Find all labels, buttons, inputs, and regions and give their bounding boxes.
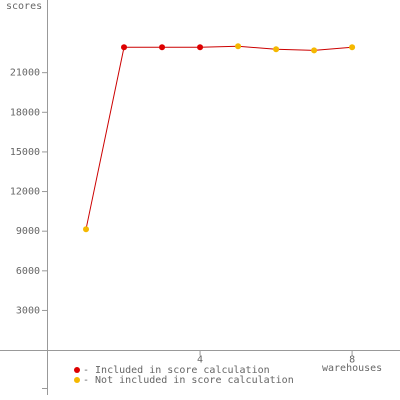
score-point	[197, 44, 204, 51]
y-tick-label: 21000	[10, 68, 40, 79]
legend-marker	[74, 367, 80, 373]
score-line	[85, 45, 353, 230]
y-tick-label: 18000	[10, 107, 40, 118]
x-axis-label: warehouses	[322, 363, 382, 374]
y-tick-label: 6000	[16, 266, 40, 277]
x-tick-label: 4	[197, 355, 203, 366]
legend-label: - Not included in score calculation	[83, 375, 294, 386]
x-tick-label: 8	[349, 355, 355, 366]
score-point	[349, 44, 356, 51]
legend-marker	[74, 377, 80, 383]
score-point	[159, 44, 166, 51]
legend-label: - Included in score calculation	[83, 365, 270, 376]
y-tick-label: 15000	[10, 147, 40, 158]
score-point	[121, 44, 128, 51]
score-point	[83, 226, 90, 233]
score-point	[235, 43, 242, 50]
y-axis-label: scores	[6, 1, 42, 12]
y-tick-label: 3000	[16, 305, 40, 316]
score-point	[311, 47, 318, 54]
y-tick-label: 9000	[16, 226, 40, 237]
score-point	[273, 46, 280, 53]
y-tick-label: 12000	[10, 187, 40, 198]
